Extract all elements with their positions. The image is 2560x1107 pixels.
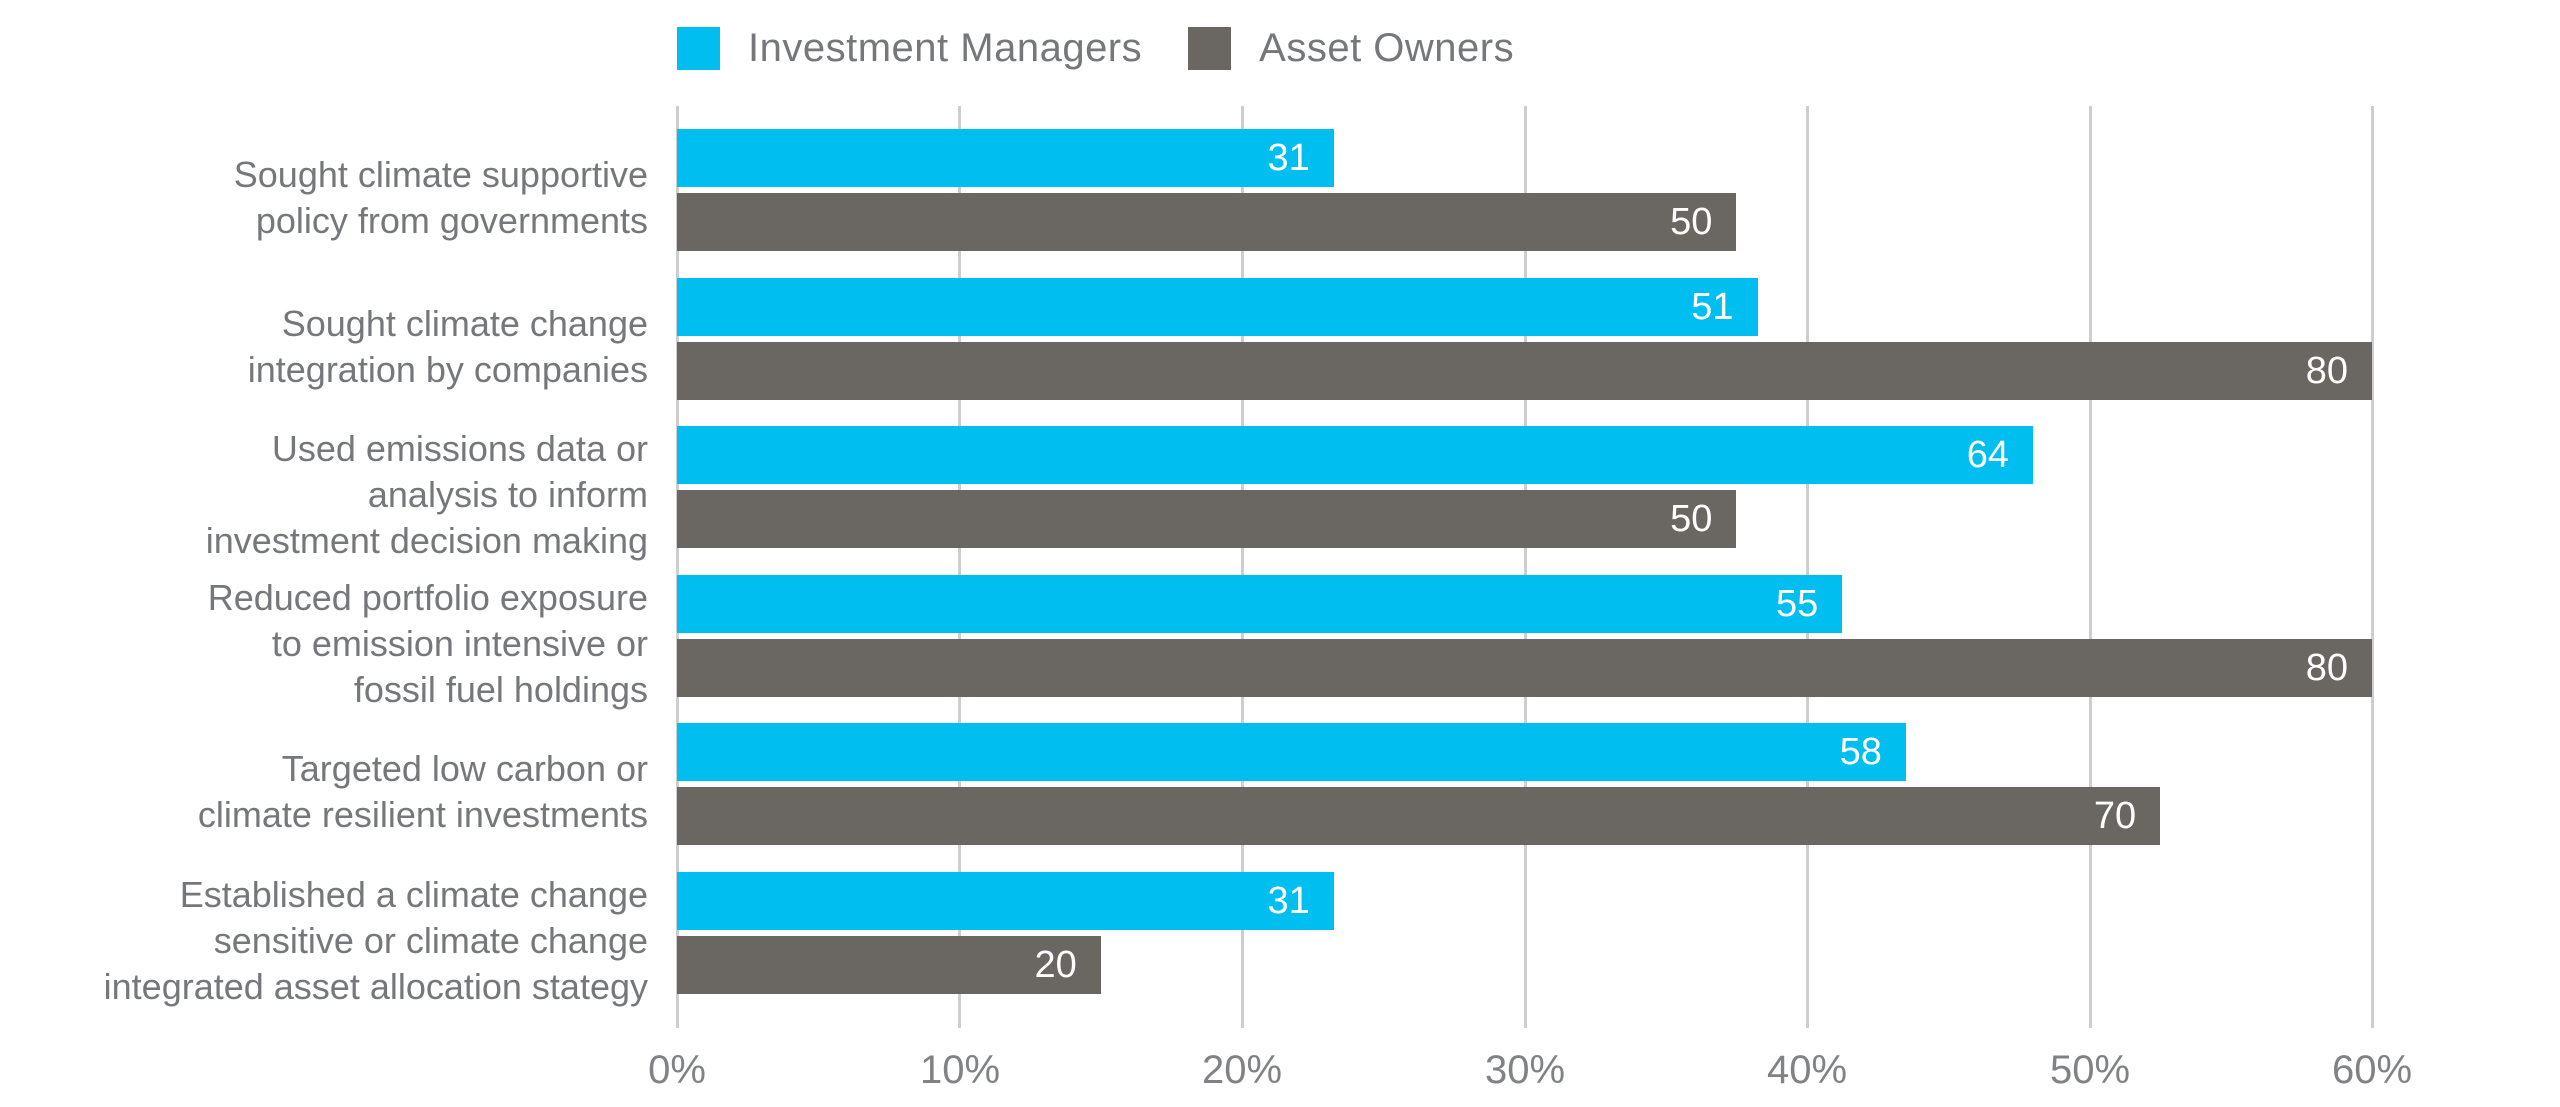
bar-value-label: 58 bbox=[1839, 731, 1882, 773]
bar-group-5: 31 20 bbox=[677, 872, 2372, 994]
bar-value-label: 80 bbox=[2305, 647, 2348, 689]
category-label-5: Established a climate change sensitive or… bbox=[8, 872, 648, 1010]
x-tick-label-0: 0% bbox=[648, 1048, 706, 1092]
x-tick-label-20: 20% bbox=[1201, 1048, 1283, 1092]
category-label-2: Used emissions data or analysis to inform… bbox=[8, 426, 648, 564]
bar-value-label: 31 bbox=[1267, 880, 1310, 922]
gridline-30 bbox=[1523, 106, 1527, 1028]
gridline-10 bbox=[958, 106, 962, 1028]
legend-label-investment-managers: Investment Managers bbox=[748, 26, 1143, 70]
legend-item-asset-owners: Asset Owners bbox=[1188, 26, 1514, 71]
category-label-line: Reduced portfolio exposure bbox=[207, 577, 648, 618]
bar-value-label: 31 bbox=[1267, 137, 1310, 179]
bar-value-label: 50 bbox=[1670, 201, 1713, 243]
bar-asset-owners-5: 20 bbox=[677, 936, 1101, 994]
legend-swatch-investment-managers-icon bbox=[677, 27, 720, 70]
gridline-40 bbox=[1805, 106, 1809, 1028]
bar-group-4: 58 70 bbox=[677, 723, 2372, 845]
gridline-60 bbox=[2371, 106, 2374, 1028]
x-tick-label-40: 40% bbox=[1766, 1048, 1848, 1092]
bar-investment-managers-5: 31 bbox=[677, 872, 1334, 930]
bar-group-3: 55 80 bbox=[677, 575, 2372, 697]
bar-asset-owners-2: 50 bbox=[677, 490, 1737, 548]
category-label-line: Established a climate change bbox=[179, 874, 648, 915]
bar-value-label: 80 bbox=[2305, 350, 2348, 392]
bar-value-label: 51 bbox=[1691, 286, 1734, 328]
category-label-1: Sought climate change integration by comp… bbox=[8, 301, 648, 393]
bar-asset-owners-1: 80 bbox=[677, 342, 2372, 400]
bar-group-0: 31 50 bbox=[677, 129, 2372, 251]
bar-investment-managers-3: 55 bbox=[677, 575, 1843, 633]
bar-value-label: 70 bbox=[2093, 795, 2137, 837]
legend-swatch-asset-owners-icon bbox=[1188, 27, 1232, 70]
bar-value-label: 20 bbox=[1034, 944, 1077, 986]
category-label-line: Sought climate change bbox=[281, 303, 648, 344]
gridline-0 bbox=[676, 106, 679, 1028]
bar-group-1: 51 80 bbox=[677, 278, 2372, 400]
category-label-line: Used emissions data or bbox=[271, 428, 648, 469]
category-label-0: Sought climate supportive policy from gov… bbox=[8, 152, 648, 244]
legend-label-asset-owners: Asset Owners bbox=[1259, 26, 1515, 70]
category-label-line: integration by companies bbox=[247, 349, 648, 390]
bar-value-label: 50 bbox=[1670, 498, 1713, 540]
category-label-line: integrated asset allocation stategy bbox=[103, 966, 648, 1007]
plot-area: 31 50 51 80 64 50 55 80 58 70 31 20 bbox=[676, 106, 2374, 1028]
bar-asset-owners-3: 80 bbox=[677, 639, 2372, 697]
gridline-50 bbox=[2088, 106, 2092, 1028]
bar-investment-managers-2: 64 bbox=[677, 426, 2033, 484]
category-label-4: Targeted low carbon or climate resilient … bbox=[8, 746, 648, 838]
chart-legend: Investment Managers Asset Owners bbox=[677, 26, 1514, 71]
bar-asset-owners-4: 70 bbox=[677, 787, 2161, 845]
bar-value-label: 55 bbox=[1776, 583, 1819, 625]
category-label-line: sensitive or climate change bbox=[213, 920, 648, 961]
category-label-3: Reduced portfolio exposure to emission in… bbox=[8, 575, 648, 713]
category-label-line: fossil fuel holdings bbox=[353, 669, 648, 710]
legend-item-investment-managers: Investment Managers bbox=[677, 26, 1142, 71]
bar-value-label: 64 bbox=[1966, 434, 2009, 476]
category-label-line: to emission intensive or bbox=[271, 623, 648, 664]
category-label-line: Sought climate supportive bbox=[233, 154, 648, 195]
x-tick-label-50: 50% bbox=[2049, 1048, 2131, 1092]
category-label-line: climate resilient investments bbox=[197, 794, 648, 835]
x-tick-label-60: 60% bbox=[2331, 1048, 2413, 1092]
bar-investment-managers-4: 58 bbox=[677, 723, 1906, 781]
bar-asset-owners-0: 50 bbox=[677, 193, 1737, 251]
bar-group-2: 64 50 bbox=[677, 426, 2372, 548]
category-label-line: Targeted low carbon or bbox=[281, 748, 648, 789]
bar-investment-managers-1: 51 bbox=[677, 278, 1758, 336]
category-label-line: analysis to inform bbox=[367, 474, 648, 515]
category-label-line: policy from governments bbox=[255, 200, 648, 241]
category-label-line: investment decision making bbox=[205, 520, 648, 561]
gridline-20 bbox=[1240, 106, 1244, 1028]
bar-investment-managers-0: 31 bbox=[677, 129, 1334, 187]
x-tick-label-10: 10% bbox=[919, 1048, 1001, 1092]
x-tick-label-30: 30% bbox=[1484, 1048, 1566, 1092]
